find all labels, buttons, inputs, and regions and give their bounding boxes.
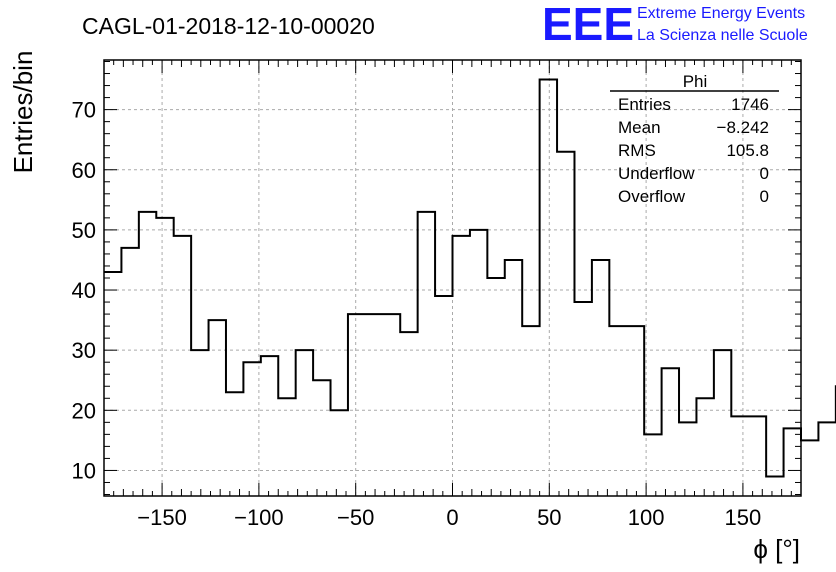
stats-row-label: Overflow [618,187,686,206]
eee-logo: EEE Extreme Energy Events La Scienza nel… [542,0,808,50]
x-axis-ticks: −150 −100 −50 0 50 100 150 [113,60,792,530]
y-tick-label: 70 [72,98,96,123]
stats-row-label: Entries [618,95,671,114]
y-axis-label: Entries/bin [8,51,38,174]
y-tick-label: 30 [72,338,96,363]
x-tick-label: −100 [234,505,284,530]
histogram [104,78,836,478]
y-tick-label: 20 [72,398,96,423]
stats-row-value: 1746 [731,95,769,114]
x-tick-label: −50 [337,505,374,530]
x-tick-label: 100 [628,505,665,530]
y-tick-label: 10 [72,458,96,483]
histogram-step-line [104,78,836,478]
stats-row-value: 0 [760,164,769,183]
stats-rows: Entries 1746 Mean −8.242 RMS 105.8 Underflow 0 O… [618,95,769,206]
run-title: CAGL-01-2018-12-10-00020 [82,13,375,39]
x-axis-label: ϕ [°] [753,534,800,564]
stats-box-name: Phi [683,72,708,91]
x-tick-label: 150 [725,505,762,530]
grid-lines [104,60,801,496]
y-tick-label: 50 [72,218,96,243]
stats-box: Phi Entries 1746 Mean −8.242 RMS 105.8 Underfl… [610,72,779,206]
eee-logo-line1: Extreme Energy Events [637,5,805,22]
stats-row-value: 105.8 [726,141,769,160]
eee-logo-text: EEE [542,0,634,50]
y-tick-label: 40 [72,278,96,303]
x-tick-label: 0 [446,505,458,530]
y-tick-label: 60 [72,158,96,183]
x-tick-label: 50 [537,505,561,530]
x-tick-label: −150 [137,505,187,530]
stats-row-label: RMS [618,141,656,160]
eee-logo-line2: La Scienza nelle Scuole [637,27,808,44]
stats-row-label: Mean [618,118,661,137]
stats-row-value: −8.242 [717,118,769,137]
y-axis-ticks: 10 20 30 40 50 60 70 [72,61,801,495]
stats-row-value: 0 [760,187,769,206]
stats-row-label: Underflow [618,164,695,183]
